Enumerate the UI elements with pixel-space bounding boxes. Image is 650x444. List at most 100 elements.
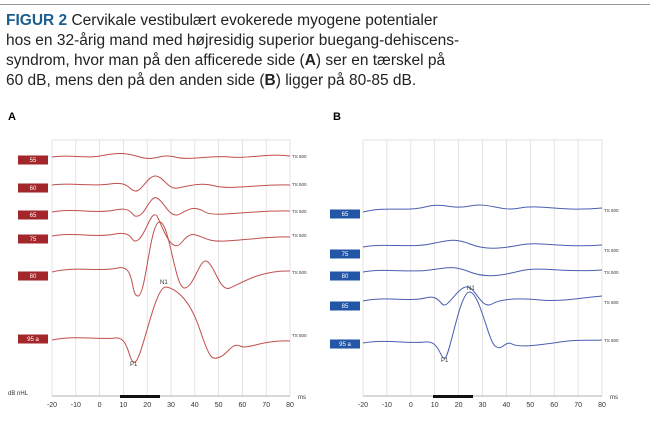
x-tick-label: 20 xyxy=(455,402,463,409)
figure-label: FIGUR 2 xyxy=(6,12,68,29)
waveform xyxy=(362,267,603,277)
trace-label: 65 xyxy=(18,210,48,220)
x-tick-label: 40 xyxy=(191,402,199,409)
panel-label: A xyxy=(8,111,16,123)
label-box xyxy=(18,234,48,244)
stimulus-bar xyxy=(433,395,473,398)
label-box xyxy=(330,209,360,219)
x-unit: ms xyxy=(610,395,618,401)
waveform xyxy=(51,221,291,297)
label-box xyxy=(18,210,48,220)
waveform xyxy=(362,291,603,359)
x-tick-label: 0 xyxy=(409,402,413,409)
level-label: 85 xyxy=(342,304,349,310)
trace-label: 75 xyxy=(18,234,48,244)
waveform xyxy=(51,153,291,160)
level-label: 60 xyxy=(30,186,37,192)
trace-note: TS 500 xyxy=(604,270,619,275)
y-label: dB nHL xyxy=(8,391,29,397)
x-tick-label: 10 xyxy=(120,402,128,409)
trace-note: TS 500 xyxy=(292,154,307,159)
rule xyxy=(0,4,650,5)
waveform xyxy=(362,239,603,249)
level-label: 95 a xyxy=(339,342,351,348)
x-tick-label: 40 xyxy=(503,402,511,409)
trace-label: 60 xyxy=(18,183,48,193)
grid: -20 -10 0 10 20 30 40 50 60 70 80 xyxy=(47,140,294,409)
label-box xyxy=(330,301,360,311)
label-box xyxy=(18,334,48,344)
waveform xyxy=(362,286,603,306)
level-label: 80 xyxy=(30,274,37,280)
trace-note: TS 500 xyxy=(604,248,619,253)
waveform xyxy=(51,286,291,363)
x-tick-label: -20 xyxy=(358,402,368,409)
trace-note: TS 500 xyxy=(292,333,307,338)
waveform xyxy=(362,204,603,213)
x-tick-label: 50 xyxy=(526,402,534,409)
trace-label: 95 a xyxy=(18,334,48,344)
x-tick-label: -10 xyxy=(382,402,392,409)
panel-label: B xyxy=(333,111,341,123)
level-label: 65 xyxy=(30,213,37,219)
trace-label: 75 xyxy=(330,249,360,259)
level-label: 75 xyxy=(30,237,37,243)
level-label: 75 xyxy=(342,252,349,258)
waveform xyxy=(51,214,291,247)
trace-label: 55 xyxy=(18,155,48,165)
trace-labels: 55 TS 500 60 TS 500 65 TS 500 75 TS 500 80 TS 500… xyxy=(18,154,619,349)
caption-line: FIGUR 2 Cervikale vestibulært evokerede … xyxy=(6,12,438,30)
label-box xyxy=(18,183,48,193)
label-box xyxy=(330,249,360,259)
x-tick-label: 10 xyxy=(431,402,439,409)
x-tick-label: 70 xyxy=(574,402,582,409)
caption-text: ) ser en tærskel på xyxy=(315,52,446,69)
x-tick-label: 30 xyxy=(479,402,487,409)
caption-text: 60 dB, mens den på den anden side ( xyxy=(6,72,265,89)
trace-label: 80 xyxy=(18,271,48,281)
label-box xyxy=(330,339,360,349)
caption-text: Cervikale vestibulært evokerede myogene … xyxy=(71,12,438,29)
caption-line: syndrom, hvor man på den afficerede side… xyxy=(6,52,445,70)
level-label: 95 a xyxy=(27,337,39,343)
label-box xyxy=(18,155,48,165)
x-tick-label: 30 xyxy=(167,402,175,409)
trace-label: 80 xyxy=(330,271,360,281)
x-tick-label: 80 xyxy=(598,402,606,409)
x-tick-label: 0 xyxy=(98,402,102,409)
x-tick-label: 20 xyxy=(143,402,151,409)
grid: -20 -10 0 10 20 30 40 50 60 70 80 xyxy=(358,140,606,409)
peak-label: N1 xyxy=(467,286,475,292)
peak-label: P1 xyxy=(441,358,449,364)
x-unit: ms xyxy=(298,395,306,401)
stimulus-bar xyxy=(120,395,160,398)
caption-text: A xyxy=(304,52,316,69)
peak-label: P1 xyxy=(130,362,138,368)
x-tick-label: -20 xyxy=(47,402,57,409)
level-label: 65 xyxy=(342,212,349,218)
trace-label: 95 a xyxy=(330,339,360,349)
waveform xyxy=(51,175,291,192)
trace-note: TS 500 xyxy=(292,233,307,238)
peak-label: N1 xyxy=(160,280,168,286)
x-tick-label: -10 xyxy=(71,402,81,409)
trace-note: TS 500 xyxy=(604,208,619,213)
x-tick-label: 60 xyxy=(550,402,558,409)
trace-note: TS 500 xyxy=(292,182,307,187)
x-tick-label: 60 xyxy=(239,402,247,409)
label-box xyxy=(18,271,48,281)
trace-label: 65 xyxy=(330,209,360,219)
x-tick-label: 70 xyxy=(262,402,270,409)
caption-text: B xyxy=(264,72,276,89)
trace-note: TS 500 xyxy=(604,338,619,343)
caption-text: ) ligger på 80-85 dB. xyxy=(275,72,417,89)
x-tick-label: 80 xyxy=(286,402,294,409)
trace-note: TS 500 xyxy=(604,300,619,305)
trace-note: TS 500 xyxy=(292,270,307,275)
label-box xyxy=(330,271,360,281)
caption-line: 60 dB, mens den på den anden side (B) li… xyxy=(6,72,416,90)
waveform xyxy=(51,197,291,217)
caption-line: hos en 32-årig mand med højresidig super… xyxy=(6,32,460,49)
